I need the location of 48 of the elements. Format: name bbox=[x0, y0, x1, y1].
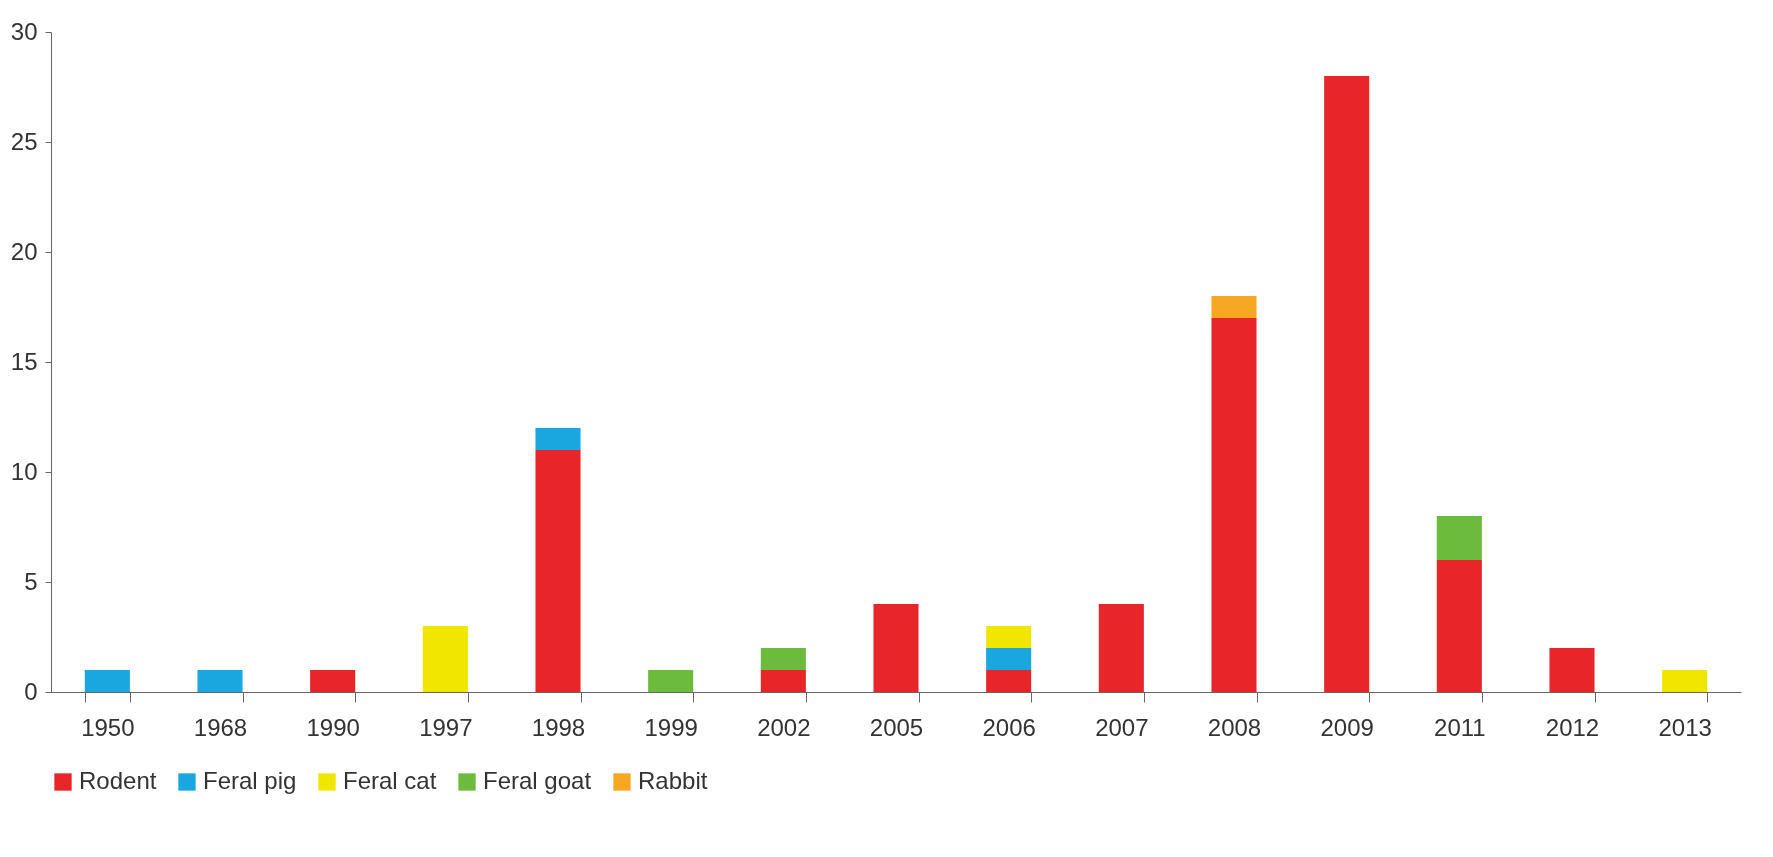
y-tick-label: 20 bbox=[10, 237, 38, 265]
bar bbox=[1211, 296, 1257, 318]
x-tick-label: 2011 bbox=[1434, 713, 1486, 741]
x-tick-label: 2013 bbox=[1658, 713, 1712, 741]
y-tick-label: 10 bbox=[10, 457, 38, 485]
x-tick-label: 1950 bbox=[81, 713, 135, 741]
x-tick-label: 1998 bbox=[531, 713, 586, 741]
bar bbox=[760, 648, 806, 670]
bar bbox=[873, 604, 919, 692]
x-tick-label: 1990 bbox=[306, 713, 360, 741]
bar bbox=[986, 626, 1032, 648]
y-tick-label: 5 bbox=[24, 567, 38, 595]
legend-label: Feral cat bbox=[343, 767, 437, 794]
bar bbox=[1436, 516, 1482, 560]
legend-label: Rabbit bbox=[638, 767, 708, 794]
bar bbox=[1098, 604, 1144, 692]
y-tick-label: 0 bbox=[24, 677, 38, 705]
bar bbox=[1211, 318, 1257, 692]
bar bbox=[986, 648, 1032, 670]
x-tick-label: 2012 bbox=[1545, 713, 1600, 741]
legend-label: Feral pig bbox=[203, 767, 297, 794]
y-tick-label: 25 bbox=[10, 127, 38, 155]
x-tick-label: 2008 bbox=[1207, 713, 1262, 741]
y-tick-label: 15 bbox=[10, 347, 38, 375]
x-tick-label: 2006 bbox=[982, 713, 1036, 741]
bar bbox=[535, 428, 581, 450]
bar bbox=[1662, 670, 1708, 692]
y-tick-label: 30 bbox=[10, 17, 38, 45]
x-tick-label: 1997 bbox=[419, 713, 473, 741]
legend-label: Feral goat bbox=[483, 767, 592, 794]
x-tick-label: 2005 bbox=[869, 713, 924, 741]
x-tick-label: 2009 bbox=[1320, 713, 1374, 741]
bar bbox=[1549, 648, 1595, 692]
bar bbox=[760, 670, 806, 692]
legend-label: Rodent bbox=[79, 767, 157, 794]
bar bbox=[648, 670, 694, 692]
x-tick-label: 1999 bbox=[644, 713, 698, 741]
bar bbox=[1436, 560, 1482, 692]
bar bbox=[422, 626, 468, 692]
bar bbox=[197, 670, 243, 692]
bar bbox=[310, 670, 356, 692]
bar bbox=[535, 450, 581, 692]
x-tick-label: 1968 bbox=[193, 713, 248, 741]
bar bbox=[84, 670, 130, 692]
x-tick-label: 2002 bbox=[757, 713, 811, 741]
bar bbox=[1324, 76, 1370, 692]
x-tick-label: 2007 bbox=[1095, 713, 1149, 741]
bar bbox=[986, 670, 1032, 692]
